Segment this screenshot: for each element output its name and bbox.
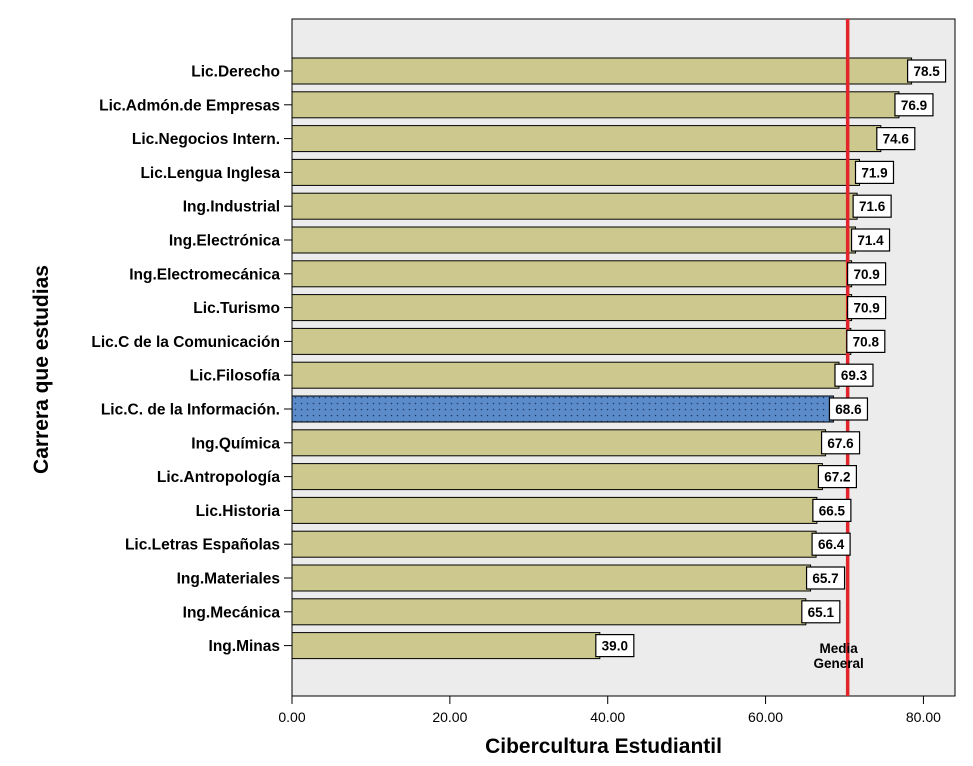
bar (291, 496, 818, 524)
category-label: Ing.Mecánica (183, 604, 281, 621)
data-label: 68.6 (835, 402, 862, 417)
bar (291, 192, 858, 220)
bar (291, 395, 834, 423)
data-label: 66.4 (818, 537, 845, 552)
data-label-box (847, 262, 887, 286)
x-tick-label: 40.00 (590, 709, 625, 725)
category-label: Lic.Filosofía (190, 368, 281, 385)
data-label-box (595, 633, 635, 658)
data-label-box (876, 126, 916, 151)
bar (291, 226, 857, 254)
x-tick-label: 80.00 (906, 709, 941, 725)
data-label: 78.5 (913, 64, 940, 79)
data-label: 69.3 (841, 368, 868, 383)
bar (291, 632, 601, 660)
bar (291, 327, 852, 355)
category-label: Lic.C. de la Información. (101, 402, 280, 419)
bar (291, 158, 860, 186)
category-label: Ing.Industrial (183, 199, 280, 216)
data-label-box (805, 566, 846, 590)
category-label: Lic.Lengua Inglesa (140, 165, 280, 182)
data-label: 71.6 (859, 199, 886, 214)
mean-reference-label: General (814, 656, 864, 671)
data-label-box (906, 59, 947, 83)
data-label-box (817, 465, 858, 489)
bar (291, 463, 823, 491)
category-label: Lic.Turismo (193, 300, 280, 317)
category-label: Lic.Negocios Intern. (132, 131, 280, 148)
bar (291, 530, 817, 558)
category-label: Ing.Materiales (177, 571, 280, 588)
category-label: Lic.C de la Comunicación (91, 334, 280, 351)
plot-area (291, 18, 956, 697)
x-tick-label: 60.00 (748, 709, 783, 725)
data-label: 65.7 (812, 571, 838, 586)
bar (291, 294, 853, 322)
bar (291, 564, 812, 592)
x-axis-title: Cibercultura Estudiantil (485, 735, 722, 758)
category-label: Lic.Derecho (191, 64, 280, 81)
data-label-box (854, 160, 895, 184)
data-label-box (846, 329, 886, 353)
data-label: 39.0 (602, 639, 628, 654)
category-label: Ing.Minas (209, 638, 280, 655)
data-label: 71.4 (857, 233, 884, 248)
data-label-box (850, 228, 891, 252)
x-tick-label: 20.00 (432, 709, 467, 725)
bar (291, 260, 853, 288)
bar (291, 598, 807, 626)
data-label-box (811, 532, 851, 556)
data-label-box (812, 498, 852, 522)
category-label: Ing.Química (191, 435, 280, 452)
data-label: 65.1 (808, 605, 835, 620)
bar (291, 91, 900, 119)
data-label: 71.9 (861, 165, 887, 180)
data-label: 70.9 (853, 267, 879, 282)
data-label-box (834, 363, 874, 387)
data-label: 67.2 (824, 470, 850, 485)
data-label: 67.6 (827, 436, 854, 451)
data-label-box (801, 600, 841, 624)
bar (291, 57, 913, 85)
data-label: 66.5 (819, 503, 846, 518)
data-label: 74.6 (883, 132, 910, 147)
data-label-box (820, 431, 861, 455)
data-label: 70.8 (853, 334, 880, 349)
bar (291, 125, 882, 153)
data-label: 70.9 (853, 301, 879, 316)
bar (291, 361, 840, 389)
category-label: Lic.Letras Españolas (125, 537, 280, 554)
y-axis-title: Carrera que estudias (30, 265, 53, 474)
mean-reference-label: Media (820, 641, 859, 656)
category-label: Lic.Admón.de Empresas (99, 97, 280, 114)
x-tick-label: 0.00 (278, 709, 305, 725)
data-label-box (852, 194, 892, 218)
category-label: Ing.Electrónica (169, 233, 280, 250)
category-label: Lic.Historia (196, 503, 281, 520)
category-label: Ing.Electromecánica (129, 266, 280, 283)
category-label: Lic.Antropología (157, 469, 281, 486)
bar (291, 429, 827, 457)
data-label-box (894, 93, 934, 117)
data-label-box (847, 296, 887, 320)
data-label-box (828, 397, 869, 421)
data-label: 76.9 (901, 98, 927, 113)
